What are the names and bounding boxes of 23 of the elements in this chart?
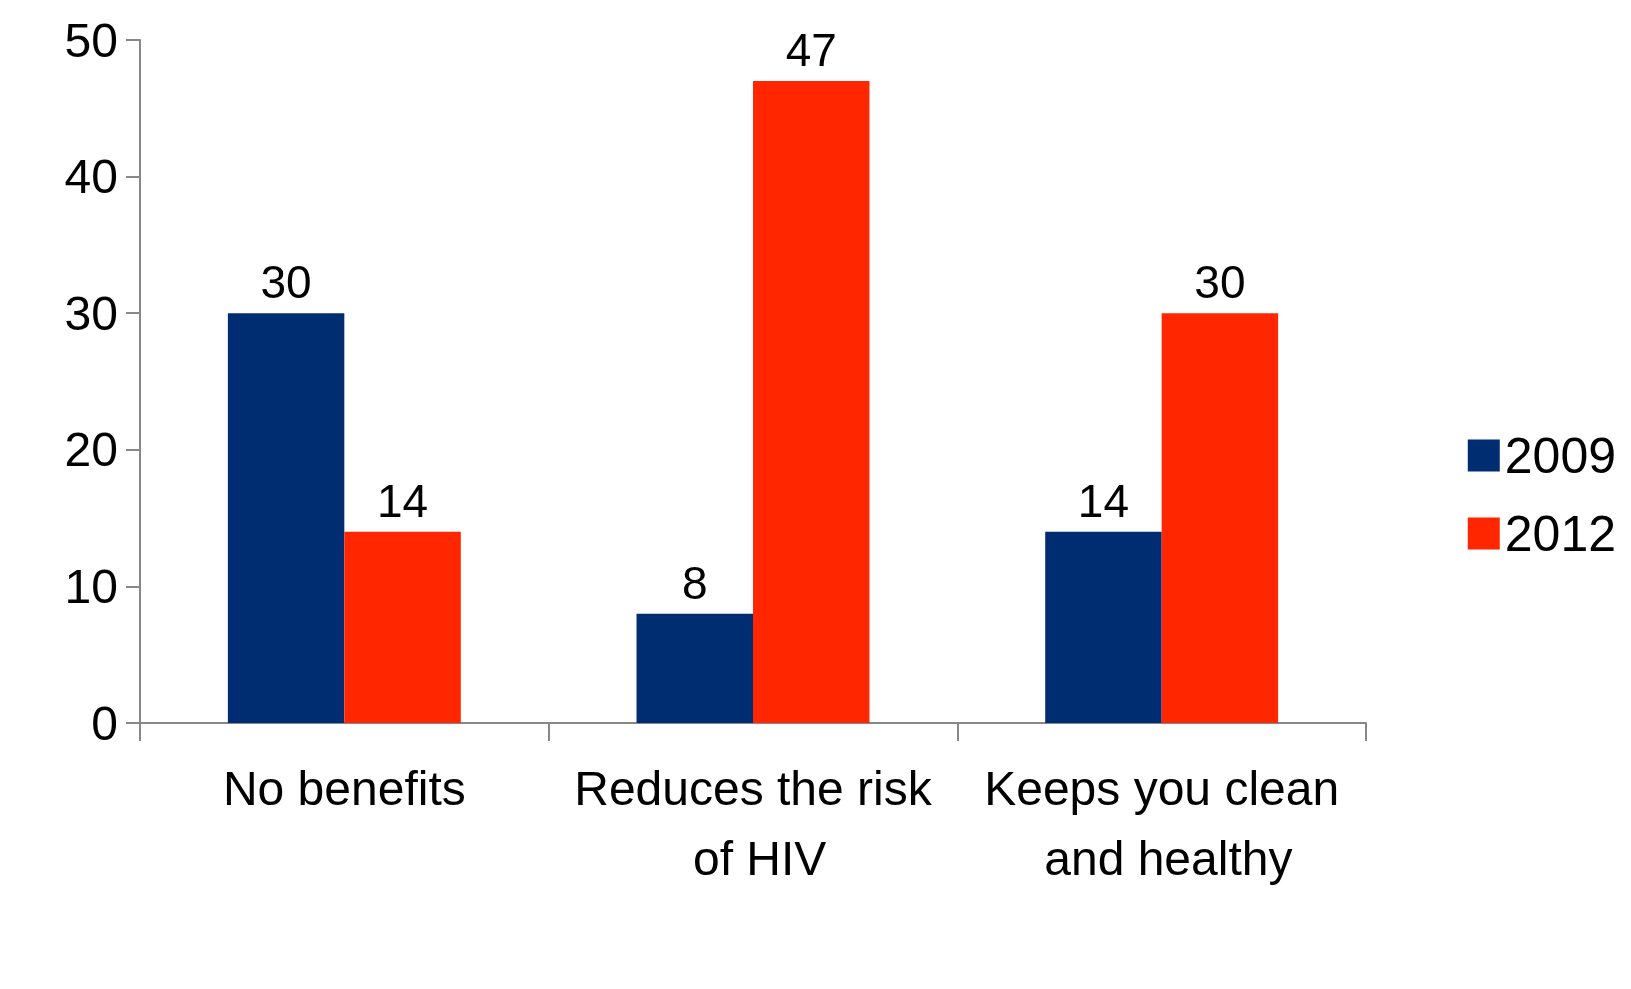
data-label: 14 [376, 474, 429, 527]
data-label: 30 [260, 256, 312, 309]
data-label: 47 [785, 23, 837, 76]
legend-label: 2009 [1504, 427, 1616, 484]
data-label: 8 [681, 556, 708, 609]
bar [1161, 313, 1279, 723]
y-tick-label: 50 [64, 13, 118, 67]
y-tick-label: 20 [64, 423, 118, 477]
data-label: 30 [1194, 256, 1246, 309]
bar [1045, 531, 1162, 723]
bar [344, 531, 461, 723]
x-tick-label: No benefits [222, 761, 466, 815]
x-tick-label: Reduces the risk of HIV [574, 761, 933, 885]
bar [753, 80, 870, 723]
legend-label: 2012 [1504, 505, 1616, 562]
y-tick-label: 40 [64, 150, 118, 204]
y-tick-label: 30 [64, 286, 118, 340]
data-label: 14 [1077, 474, 1130, 527]
y-tick-label: 10 [64, 559, 118, 613]
bar [636, 613, 753, 723]
y-tick-label: 0 [91, 696, 118, 750]
bar [227, 313, 345, 723]
x-tick-label: Keeps you clean and healthy [984, 761, 1340, 885]
